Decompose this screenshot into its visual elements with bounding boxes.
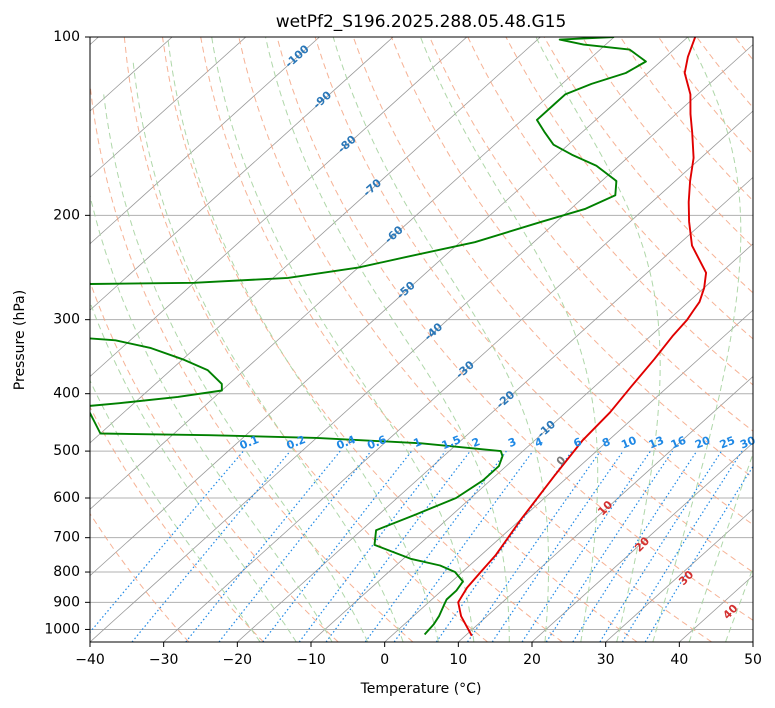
mixing-ratio-line [325, 450, 471, 642]
skewed-isotherm [90, 37, 689, 577]
moist-adiabat [332, 37, 550, 642]
y-tick-label: 700 [53, 530, 80, 546]
mixing-ratio-line [644, 465, 753, 642]
dry-adiabat [90, 405, 264, 642]
skewed-isotherm [531, 442, 753, 642]
mixing-ratio-line [185, 450, 341, 642]
dry-adiabat [90, 280, 339, 642]
mixing-ratio-label: 25 [718, 434, 737, 452]
y-tick-label: 600 [53, 490, 80, 506]
chart-title: wetPf2_S196.2025.288.05.48.G15 [276, 12, 567, 32]
x-tick-label: −20 [223, 652, 253, 668]
skewed-isotherm [90, 37, 320, 245]
skewed-isotherm [458, 375, 753, 642]
mixing-ratio-line [599, 450, 723, 642]
skewed-isotherm [237, 176, 753, 642]
mixing-ratio-label: 3 [506, 435, 518, 450]
mixing-ratio-label: 20 [693, 434, 712, 452]
dry-adiabat [123, 37, 488, 642]
mixing-ratio-line [90, 450, 244, 634]
skewed-isotherm [90, 37, 615, 510]
skewed-isotherm [90, 37, 394, 311]
skewed-isotherms [90, 37, 753, 642]
moist-adiabat [652, 37, 742, 642]
moist-adiabat [90, 300, 297, 642]
x-tick-label: −30 [149, 652, 179, 668]
sounding-profiles [90, 37, 708, 637]
skewed-isotherm [90, 37, 247, 178]
moist-adiabat [265, 37, 510, 642]
x-tick-label: 30 [597, 652, 615, 668]
dry-adiabat [314, 37, 753, 573]
mixing-ratio-line [467, 450, 601, 642]
y-tick-label: 100 [53, 29, 80, 45]
dry-adiabat [752, 10, 775, 642]
skewed-isotherm [384, 309, 753, 642]
y-tick-label: 800 [53, 564, 80, 580]
skewed-isotherm [90, 37, 468, 378]
mixing-ratio-line [131, 450, 291, 642]
mixing-ratio-label: 16 [669, 434, 688, 452]
dry-adiabat [276, 37, 753, 621]
y-tick-label: 300 [53, 312, 80, 328]
x-axis-label: Temperature (°C) [360, 681, 482, 697]
dry-adiabats [90, 10, 775, 642]
y-tick-label: 900 [53, 594, 80, 610]
y-tick-label: 200 [53, 207, 80, 223]
mixing-ratio-label: 8 [600, 435, 612, 450]
mixing-ratio-line [393, 450, 534, 642]
mixing-ratio-line [364, 450, 507, 642]
y-tick-label: 500 [53, 443, 80, 459]
moist-adiabat [420, 37, 599, 642]
plot-frame [89, 36, 754, 643]
mixing-ratio-line [218, 450, 372, 642]
mixing-ratio-label: 10 [619, 434, 638, 452]
skewed-isotherm [163, 110, 753, 642]
y-axis-label: Pressure (hPa) [12, 290, 28, 390]
skewed-isotherm [605, 508, 753, 642]
mixing-ratio-label: 1 [412, 435, 424, 450]
y-tick-label: 1000 [44, 621, 80, 637]
temperature-profile [457, 37, 708, 637]
moist-adiabat [688, 452, 753, 642]
mixing-ratio-line [572, 450, 698, 642]
x-tick-label: −10 [296, 652, 326, 668]
plot-background [90, 37, 753, 642]
dry-adiabat [352, 37, 753, 526]
moist-adiabat [90, 379, 261, 642]
x-tick-label: 0 [380, 652, 389, 668]
skewed-isotherm [90, 37, 541, 444]
skewed-isotherm [90, 44, 753, 642]
moist-adiabat [90, 193, 333, 642]
skewed-isotherm [752, 641, 753, 642]
moist-adiabat [725, 566, 753, 642]
mixing-ratio-lines [90, 450, 753, 642]
mixing-ratio-label: 2 [470, 435, 482, 450]
dry-adiabat [90, 79, 414, 642]
x-tick-label: 20 [523, 652, 541, 668]
mixing-ratio-line [545, 450, 674, 642]
x-tick-label: 50 [744, 652, 762, 668]
mixing-ratio-line [491, 450, 624, 642]
x-tick-label: 10 [449, 652, 467, 668]
axes: −40 −30 −20 −10 0 10 20 30 40 50 100 200 300 400 500 60… [44, 29, 762, 668]
mixing-ratio-label: 13 [647, 434, 666, 452]
y-tick-label: 400 [53, 386, 80, 402]
dewpoint-profile [90, 37, 647, 636]
moist-adiabat [103, 94, 369, 642]
dry-adiabat [238, 37, 712, 642]
mixing-ratio-line [298, 450, 446, 642]
mixing-ratio-line [521, 450, 651, 642]
x-tick-label: 40 [670, 652, 688, 668]
moist-adiabat [535, 37, 661, 642]
moist-adiabat [211, 37, 475, 642]
x-tick-label: −40 [75, 652, 105, 668]
dry-adiabat [200, 37, 638, 642]
moist-adiabat [132, 61, 404, 642]
